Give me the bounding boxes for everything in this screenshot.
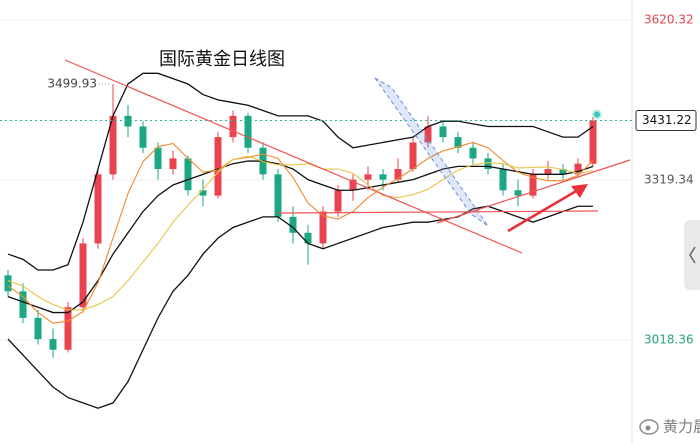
candle-body xyxy=(199,190,207,196)
candle-body xyxy=(409,142,417,170)
last-price-dot xyxy=(592,109,602,120)
candle-body xyxy=(274,174,282,217)
y-tick-label: 3018.36 xyxy=(644,332,694,346)
candle-body xyxy=(304,232,312,244)
candle-body xyxy=(49,339,57,350)
candle-body xyxy=(19,291,27,318)
candle-body xyxy=(4,275,12,292)
peak-label: 3499.93 xyxy=(47,76,97,90)
candle-body xyxy=(139,126,147,148)
tab-arrow xyxy=(689,246,696,264)
candle-body xyxy=(34,317,42,340)
candle-body xyxy=(334,190,342,212)
support-line xyxy=(277,210,599,214)
arrow-head xyxy=(571,184,588,198)
candle-body xyxy=(319,211,327,244)
candle-body xyxy=(109,115,117,175)
watermark: 黄力晨 xyxy=(639,418,700,436)
y-tick-label: 3319.34 xyxy=(644,172,694,186)
indicator-line xyxy=(7,72,594,271)
candle-body xyxy=(289,216,297,233)
candle-body xyxy=(514,190,522,196)
candle-body xyxy=(244,115,252,148)
candle-body xyxy=(544,169,552,175)
candle-body xyxy=(124,115,132,127)
indicator-line xyxy=(7,155,594,311)
channel-drawing xyxy=(374,77,489,227)
plot: 3499.93 xyxy=(0,72,632,409)
y-tick-label: 3620.32 xyxy=(644,12,694,26)
candle-body xyxy=(169,158,177,170)
candle-body xyxy=(94,174,102,244)
watermark-text: 黄力晨 xyxy=(663,418,700,436)
candle-body xyxy=(79,243,87,308)
candle-body xyxy=(574,163,582,175)
candle-body xyxy=(214,137,222,196)
watermark-icon xyxy=(639,419,659,435)
side-tab[interactable] xyxy=(684,220,700,290)
candle-body xyxy=(469,147,477,159)
candle-body xyxy=(229,115,237,138)
candle-body xyxy=(439,126,447,138)
candle-body xyxy=(454,137,462,148)
watermark-icon-dot xyxy=(645,425,651,431)
candle-body xyxy=(64,307,72,350)
candle-body xyxy=(589,120,597,164)
candle-body xyxy=(154,147,162,170)
y-axis: 3018.36 3319.34 3620.32 3431.22 xyxy=(635,12,697,346)
candle-body xyxy=(184,158,192,191)
last-price-label: 3431.22 xyxy=(642,113,692,127)
candle-body xyxy=(529,174,537,196)
chart-title: 国际黄金日线图 xyxy=(159,49,285,70)
candle-body xyxy=(484,158,492,170)
candle-body xyxy=(499,169,507,191)
last-price-box xyxy=(635,110,697,132)
indicator-line xyxy=(7,205,593,409)
candle-body xyxy=(559,169,567,175)
trend-line xyxy=(64,59,523,254)
candle-body xyxy=(424,126,432,143)
trend-line xyxy=(436,159,631,224)
candle-body xyxy=(364,174,372,180)
indicator-line xyxy=(7,160,594,314)
indicator-line xyxy=(7,141,594,324)
arrow-shaft xyxy=(507,188,579,233)
candle-body xyxy=(349,179,357,191)
grid xyxy=(0,19,632,341)
candle-body xyxy=(379,174,387,180)
candle-body xyxy=(394,169,402,180)
